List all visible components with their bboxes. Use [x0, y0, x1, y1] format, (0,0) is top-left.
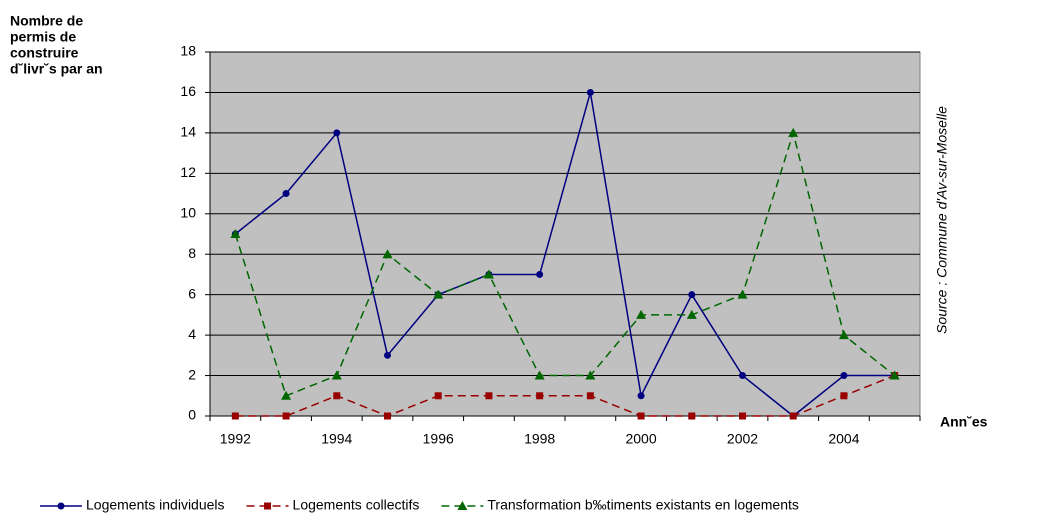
legend-item: Logements individuels [40, 497, 225, 513]
marker [534, 370, 545, 380]
legend-item: Logements collectifs [246, 497, 420, 513]
marker [536, 270, 544, 278]
marker [838, 330, 849, 340]
marker [686, 309, 697, 319]
y-axis-label: d˘livr˘s par an [10, 61, 103, 77]
marker [536, 392, 544, 400]
marker [384, 351, 391, 359]
y-tick-label: 2 [188, 366, 196, 382]
marker [840, 392, 848, 400]
y-tick-label: 8 [188, 245, 196, 261]
y-axis-label: Nombre de [10, 13, 83, 29]
marker [483, 269, 494, 279]
y-tick-label: 12 [180, 164, 196, 180]
y-tick-label: 14 [180, 124, 196, 140]
marker [382, 249, 393, 259]
marker [789, 412, 797, 420]
marker [586, 392, 594, 400]
marker [231, 412, 239, 420]
marker [264, 502, 272, 510]
y-tick-label: 4 [188, 326, 196, 342]
series-line [235, 374, 895, 417]
marker [688, 291, 696, 299]
source-note: Source : Commune d'Av-sur-Moselle [934, 106, 950, 334]
marker [586, 88, 594, 96]
marker [688, 412, 696, 420]
y-axis-label: construire [10, 45, 79, 61]
marker [333, 129, 341, 137]
marker [739, 412, 746, 420]
marker [457, 501, 468, 510]
legend-label: Logements individuels [86, 497, 225, 513]
x-tick-label: 2002 [727, 431, 758, 447]
marker [739, 372, 746, 380]
marker [788, 127, 799, 137]
marker [434, 392, 442, 400]
x-tick-label: 1994 [321, 431, 352, 447]
series-line [234, 130, 896, 397]
marker [737, 289, 748, 299]
marker [485, 392, 493, 400]
marker [281, 390, 292, 400]
y-tick-label: 10 [180, 204, 196, 220]
marker [282, 412, 290, 420]
y-tick-label: 18 [180, 43, 196, 59]
marker [282, 190, 290, 198]
marker [636, 309, 647, 319]
x-tick-label: 2000 [625, 431, 656, 447]
marker [331, 370, 342, 380]
x-axis-label: Ann˘es [940, 414, 988, 430]
marker [840, 372, 848, 380]
x-tick-label: 1992 [220, 431, 251, 447]
marker [230, 229, 241, 238]
x-tick-label: 1998 [524, 431, 555, 447]
y-tick-label: 0 [188, 407, 196, 423]
marker [433, 289, 444, 299]
y-tick-label: 6 [188, 285, 196, 301]
legend-item: Transformation b‰timents existants en lo… [441, 497, 799, 513]
marker [889, 370, 900, 380]
x-tick-label: 2004 [828, 431, 859, 447]
plot-area [209, 51, 921, 417]
y-tick-label: 16 [180, 83, 196, 99]
marker [637, 392, 645, 400]
series-line [234, 92, 895, 417]
marker [57, 502, 65, 510]
legend-label: Transformation b‰timents existants en lo… [487, 497, 799, 513]
marker [333, 392, 341, 400]
x-tick-label: 1996 [423, 431, 454, 447]
marker [637, 412, 645, 420]
marker [384, 412, 391, 420]
marker [585, 370, 596, 380]
y-axis-label: permis de [10, 29, 76, 45]
legend-label: Logements collectifs [293, 497, 420, 513]
